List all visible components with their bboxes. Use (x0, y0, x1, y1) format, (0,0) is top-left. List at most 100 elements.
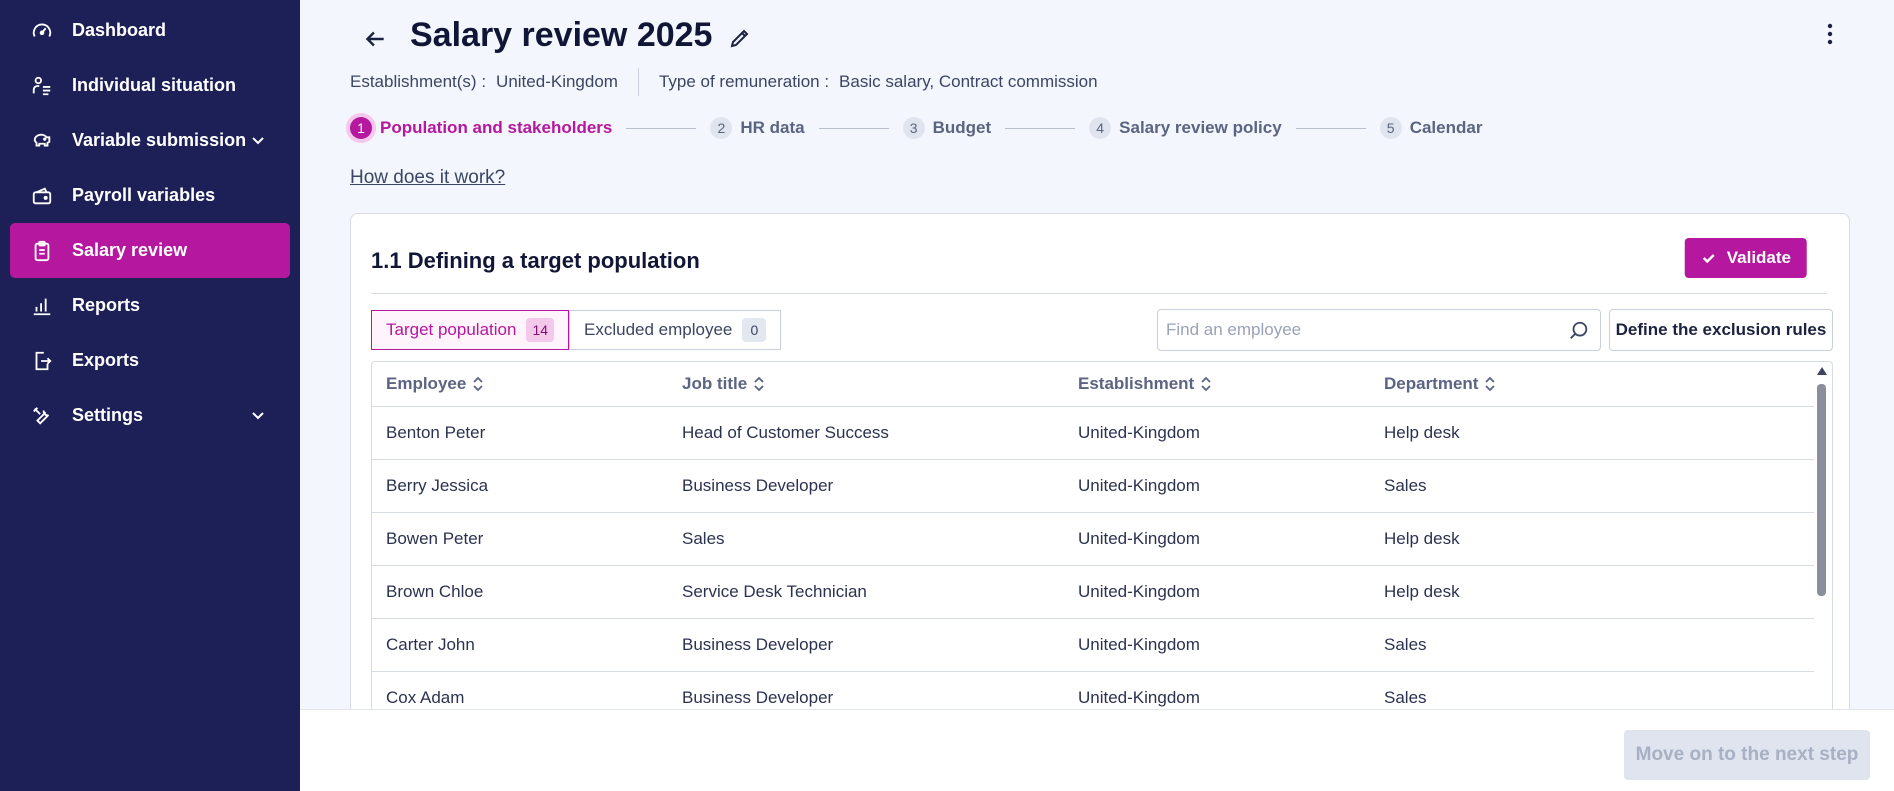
sidebar-item-variable-submission[interactable]: Variable submission (10, 113, 290, 168)
chevron-down-icon[interactable] (250, 407, 266, 423)
cell-employee: Cox Adam (386, 688, 465, 707)
sidebar-item-reports[interactable]: Reports (10, 278, 290, 333)
column-label: Establishment (1078, 374, 1195, 393)
back-arrow-icon[interactable] (362, 26, 388, 52)
more-vertical-icon[interactable] (1824, 22, 1836, 46)
gauge-icon (30, 19, 54, 43)
sort-icon (1201, 376, 1211, 392)
tools-icon (30, 404, 54, 428)
sidebar-item-exports[interactable]: Exports (10, 333, 290, 388)
cell-establishment: United-Kingdom (1078, 423, 1200, 442)
sidebar-item-individual-situation[interactable]: Individual situation (10, 58, 290, 113)
clipboard-icon (30, 239, 54, 263)
chevron-down-icon[interactable] (250, 132, 266, 148)
step-number: 2 (710, 117, 733, 139)
validate-button[interactable]: Validate (1684, 238, 1807, 278)
search-input[interactable] (1158, 310, 1600, 350)
step-number: 4 (1089, 117, 1112, 139)
column-header-establishment[interactable]: Establishment (1078, 374, 1212, 394)
sidebar-item-label: Reports (72, 295, 141, 315)
table-row[interactable]: Carter John Business Developer United-Ki… (372, 619, 1814, 672)
step-connector (818, 127, 889, 129)
tab-label: Target population (386, 320, 517, 339)
table-header: Employee Job title Establishment Departm… (372, 362, 1814, 407)
step-label: Calendar (1409, 118, 1483, 137)
sidebar-item-label: Salary review (72, 240, 188, 260)
define-exclusion-rules-button[interactable]: Define the exclusion rules (1609, 309, 1833, 351)
cell-job-title: Business Developer (682, 688, 834, 707)
tab-target-population[interactable]: Target population 14 (371, 310, 570, 350)
main-content: Salary review 2025 Establishment(s) : Un… (300, 0, 1894, 791)
step-budget[interactable]: 3 Budget (902, 117, 992, 139)
cell-employee: Berry Jessica (386, 476, 489, 495)
sidebar: Dashboard Individual situation Variable … (0, 0, 300, 791)
cell-department: Sales (1384, 635, 1427, 654)
card-divider (371, 293, 1827, 294)
sort-icon (1485, 376, 1496, 392)
column-header-job-title[interactable]: Job title (682, 374, 765, 394)
piggy-bank-icon (30, 129, 54, 153)
table-row[interactable]: Brown Chloe Service Desk Technician Unit… (372, 566, 1814, 619)
cell-employee: Carter John (386, 635, 475, 654)
sidebar-item-salary-review[interactable]: Salary review (10, 223, 290, 278)
sidebar-item-label: Individual situation (72, 75, 237, 95)
card-title: 1.1 Defining a target population (371, 248, 700, 273)
sidebar-item-label: Exports (72, 350, 140, 370)
remuneration-value: Basic salary, Contract commission (839, 72, 1098, 91)
step-connector (1295, 127, 1366, 129)
cell-department: Sales (1384, 476, 1427, 495)
sidebar-item-payroll-variables[interactable]: Payroll variables (10, 168, 290, 223)
cell-employee: Brown Chloe (386, 582, 484, 601)
remuneration-label: Type of remuneration : (658, 72, 830, 91)
step-salary-review-policy[interactable]: 4 Salary review policy (1089, 117, 1282, 139)
population-tabs: Target population 14 Excluded employee 0 (371, 310, 782, 350)
step-population[interactable]: 1 Population and stakeholders (350, 117, 612, 139)
table-row[interactable]: Bowen Peter Sales United-Kingdom Help de… (372, 513, 1814, 566)
tab-label: Excluded employee (584, 320, 733, 339)
count-badge: 14 (526, 318, 555, 342)
stepper: 1 Population and stakeholders 2 HR data … (350, 114, 1482, 142)
step-number: 1 (350, 117, 372, 139)
sort-icon (754, 376, 764, 392)
sidebar-item-label: Settings (72, 405, 144, 425)
scrollbar-thumb[interactable] (1817, 384, 1826, 596)
pencil-icon[interactable] (728, 26, 752, 50)
cell-employee: Benton Peter (386, 423, 486, 442)
column-label: Department (1384, 374, 1479, 393)
table-row[interactable]: Benton Peter Head of Customer Success Un… (372, 407, 1814, 460)
cell-establishment: United-Kingdom (1078, 476, 1200, 495)
sidebar-item-dashboard[interactable]: Dashboard (10, 3, 290, 58)
check-icon (1702, 254, 1715, 264)
step-label: Salary review policy (1119, 118, 1282, 137)
sidebar-item-label: Variable submission (72, 130, 247, 150)
cell-department: Sales (1384, 688, 1427, 707)
step-calendar[interactable]: 5 Calendar (1379, 117, 1483, 139)
table-row[interactable]: Berry Jessica Business Developer United-… (372, 460, 1814, 513)
count-badge: 0 (742, 318, 767, 342)
column-header-employee[interactable]: Employee (386, 374, 484, 394)
validate-label: Validate (1726, 248, 1791, 267)
step-label: Population and stakeholders (380, 118, 613, 137)
cell-establishment: United-Kingdom (1078, 529, 1200, 548)
step-label: Budget (932, 118, 992, 137)
employee-table: Employee Job title Establishment Departm… (371, 361, 1833, 791)
wallet-icon (30, 184, 54, 208)
establishment-value: United-Kingdom (496, 72, 618, 91)
person-list-icon (30, 74, 54, 98)
next-step-button[interactable]: Move on to the next step (1624, 730, 1870, 780)
column-header-department[interactable]: Department (1384, 374, 1496, 394)
table-scrollbar[interactable] (1812, 362, 1832, 791)
cell-establishment: United-Kingdom (1078, 688, 1200, 707)
sort-icon (473, 376, 483, 392)
search-icon[interactable] (1568, 320, 1590, 342)
sidebar-item-settings[interactable]: Settings (10, 388, 290, 443)
how-does-it-work-link[interactable]: How does it work? (350, 167, 506, 188)
tab-excluded-employee[interactable]: Excluded employee 0 (569, 310, 782, 350)
employee-search (1157, 309, 1601, 351)
scroll-up-arrow-icon[interactable] (1816, 366, 1828, 376)
review-meta: Establishment(s) : United-Kingdom Type o… (350, 68, 1098, 96)
step-connector (1005, 127, 1076, 129)
page-title: Salary review 2025 (410, 16, 713, 54)
step-connector (626, 127, 697, 129)
step-hr-data[interactable]: 2 HR data (710, 117, 805, 139)
